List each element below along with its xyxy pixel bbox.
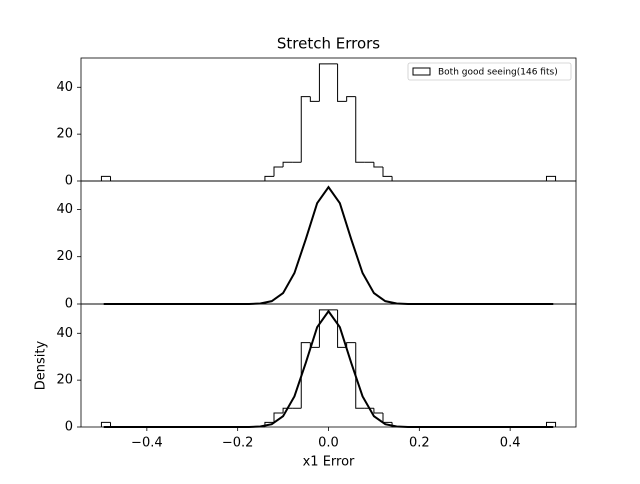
histogram-bin bbox=[545, 175, 557, 181]
y-tick-label: 20 bbox=[56, 127, 73, 142]
histogram-bin bbox=[373, 408, 383, 414]
y-tick-label: 0 bbox=[65, 297, 73, 312]
histogram-bin bbox=[355, 342, 365, 409]
chart-title: Stretch Errors bbox=[277, 35, 380, 53]
histogram-bin bbox=[282, 161, 293, 167]
histogram-bin bbox=[300, 96, 311, 163]
y-axis-label: Density bbox=[34, 340, 49, 390]
legend-swatch bbox=[412, 67, 431, 76]
axes-frame bbox=[80, 303, 577, 428]
histogram-bin bbox=[309, 96, 320, 102]
x-tick-label: 0.4 bbox=[500, 436, 521, 451]
histogram-bin bbox=[300, 342, 311, 409]
curve bbox=[103, 309, 554, 428]
histogram-bin bbox=[337, 63, 347, 102]
legend: Both good seeing(146 fits) bbox=[407, 62, 572, 81]
histogram-bin bbox=[100, 421, 111, 427]
histogram-bin bbox=[346, 96, 356, 102]
x-tick-label: −0.2 bbox=[222, 436, 254, 451]
y-tick-label: 0 bbox=[65, 174, 73, 189]
x-tick-label: 0.0 bbox=[318, 436, 339, 451]
x-tick-label: 0.2 bbox=[409, 436, 430, 451]
y-tick-label: 40 bbox=[56, 80, 73, 95]
histogram-bin bbox=[318, 309, 329, 348]
x-axis-label: x1 Error bbox=[303, 455, 355, 470]
legend-label: Both good seeing(146 fits) bbox=[438, 68, 558, 78]
histogram-bin bbox=[100, 175, 111, 181]
histogram-bin bbox=[318, 63, 329, 102]
histogram-bin bbox=[264, 175, 275, 181]
y-tick-label: 40 bbox=[56, 326, 73, 341]
y-tick-label: 40 bbox=[56, 202, 73, 217]
histogram-bin bbox=[273, 166, 284, 177]
histogram-bin bbox=[273, 412, 284, 423]
curve bbox=[103, 185, 554, 305]
histogram-bin bbox=[382, 166, 393, 177]
y-tick-label: 20 bbox=[56, 249, 73, 264]
y-tick-label: 20 bbox=[56, 373, 73, 388]
x-tick-label: −0.4 bbox=[131, 436, 163, 451]
histogram-bin bbox=[282, 407, 293, 413]
legend-box bbox=[407, 62, 572, 81]
histogram-bin bbox=[373, 162, 383, 168]
y-tick-label: 0 bbox=[65, 420, 73, 435]
histogram-bin bbox=[545, 421, 557, 427]
histogram-bin bbox=[355, 96, 365, 163]
